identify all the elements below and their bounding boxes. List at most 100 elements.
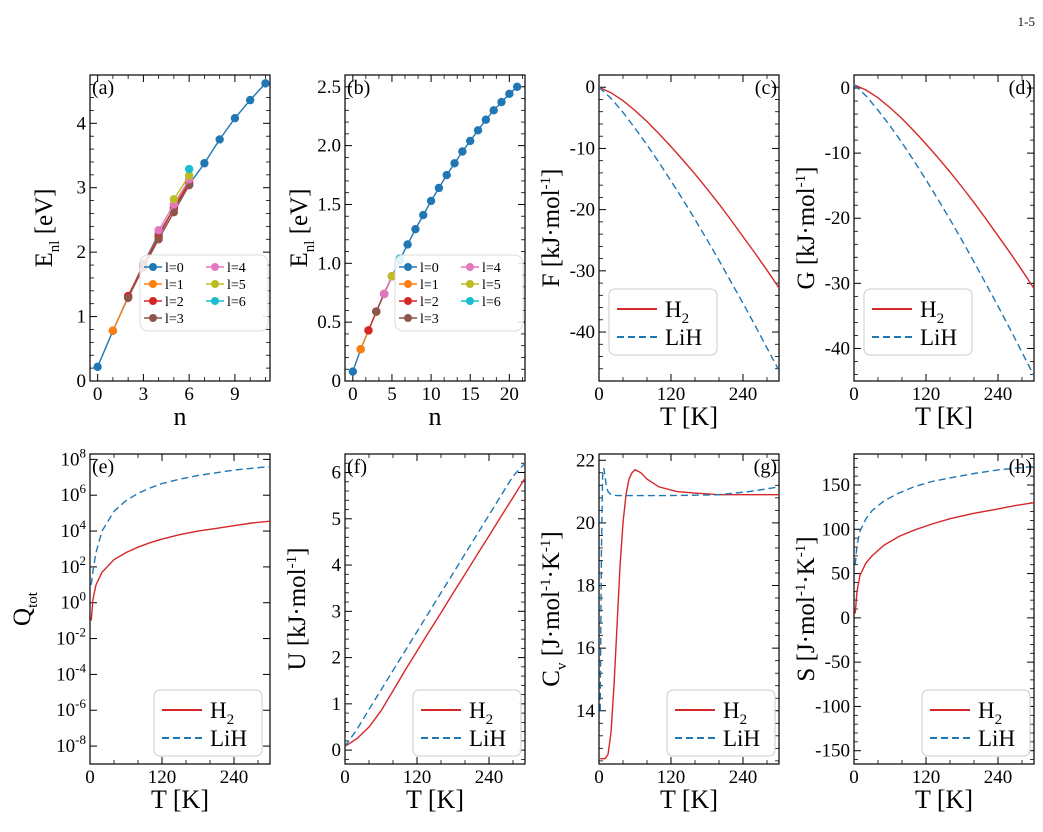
panel-label: (d) (1009, 77, 1032, 99)
y-axis-label: Qtot (9, 591, 41, 626)
x-axis-label: T [K] (915, 402, 973, 431)
x-axis-label: n (174, 402, 187, 431)
legend-swatch-marker (211, 280, 219, 288)
panel-label: (c) (755, 77, 777, 99)
plot-frame (89, 453, 271, 765)
panel-b: 0 5 10 15 20 0 0.5 1.0 1.5 2.0 2.5 (b) n Enl [eV] l=0 l… (286, 74, 526, 431)
y-tick-label: 2 (77, 242, 87, 263)
x-tick-label: 0 (849, 384, 859, 405)
data-point-l0 (411, 224, 420, 234)
x-tick-label: 240 (729, 767, 758, 788)
y-tick-label: -50 (825, 652, 850, 673)
y-tick-label: 10-8 (56, 732, 86, 757)
data-point-l0 (215, 135, 224, 144)
data-point-l3 (154, 235, 163, 244)
legend-label: l=6 (227, 295, 246, 310)
legend-swatch-marker (466, 280, 474, 288)
data-point-l0 (426, 196, 436, 206)
x-tick-label: 3 (139, 384, 149, 405)
x-axis-label: n (429, 402, 442, 431)
legend-label: l=4 (227, 261, 246, 276)
y-tick-label: 104 (61, 517, 87, 542)
data-point-l0 (348, 367, 358, 376)
y-axis-label: Cv [J·mol-1·K-1] (538, 531, 570, 686)
y-tick-label: 50 (831, 564, 850, 585)
series-line-H2 (599, 86, 779, 289)
legend-box (153, 689, 263, 757)
legend-box (394, 254, 524, 332)
series-line-H2 (854, 84, 1034, 289)
series-line-H2 (854, 502, 1034, 614)
y-tick-label: 16 (576, 638, 595, 659)
legend-label-H2: H2 (665, 297, 689, 327)
legend-label: l=0 (420, 261, 439, 276)
data-point-l0 (200, 159, 209, 168)
y-tick-label: -10 (825, 143, 850, 164)
x-tick-label: 120 (148, 767, 177, 788)
legend-label-LiH: LiH (469, 726, 506, 751)
panel-label: (e) (92, 456, 114, 478)
y-axis-label: G [kJ·mol-1] (793, 167, 820, 290)
data-point-l0 (419, 210, 428, 220)
y-tick-label: 20 (576, 513, 595, 534)
plot-area (345, 462, 525, 747)
y-tick-label: 18 (576, 576, 595, 597)
x-tick-label: 9 (230, 384, 240, 405)
x-tick-label: 10 (422, 384, 441, 405)
legend-swatch-marker (211, 297, 219, 305)
x-tick-label: 120 (657, 384, 686, 405)
legend-swatch-marker (149, 297, 157, 305)
plot-frame (853, 74, 1035, 382)
y-tick-label: 1.0 (317, 253, 341, 274)
x-axis-label: T [K] (151, 785, 209, 814)
y-tick-label: 106 (61, 481, 87, 506)
y-tick-label: 1.5 (317, 194, 341, 215)
legend-swatch-marker (466, 263, 474, 271)
x-tick-label: 120 (403, 767, 432, 788)
panel-label: (g) (754, 456, 777, 478)
plot-frame (598, 453, 780, 765)
data-point-l5 (169, 195, 179, 204)
panel-g: 0 120 240 14 16 18 20 22 (g) T [K] Cv [J·mol-1·K-1… (538, 450, 780, 814)
legend-swatch-marker (149, 263, 157, 271)
series-line-LiH (90, 465, 270, 585)
legend-label: l=2 (165, 295, 184, 310)
y-tick-label: 3 (77, 178, 87, 199)
x-tick-label: 5 (387, 384, 397, 405)
panel-h: 0 120 240 150 100 50 0 -50 -100 -150 (h) T [K] S [J·… (793, 453, 1035, 814)
y-tick-label: 108 (61, 445, 87, 470)
data-point-l0 (497, 97, 506, 107)
plot-frame (598, 74, 780, 382)
data-point-l3 (372, 307, 381, 316)
x-tick-label: 240 (220, 767, 249, 788)
x-tick-label: 120 (912, 767, 941, 788)
y-axis-label: S [J·mol-1·K-1] (793, 536, 820, 681)
legend-label: l=5 (227, 278, 246, 293)
y-tick-label: -150 (815, 741, 850, 762)
y-axis-label: F [kJ·mol-1] (538, 169, 565, 288)
y-tick-label: 14 (576, 701, 596, 722)
data-point-l3 (123, 293, 133, 303)
plot-frame (344, 453, 526, 765)
panel-label: (b) (347, 77, 370, 99)
x-tick-label: 15 (461, 384, 480, 405)
legend-label-H2: H2 (469, 698, 493, 728)
legend-label: l=6 (482, 295, 501, 310)
legend-swatch-marker (404, 280, 412, 288)
y-tick-label: 10-4 (56, 660, 86, 685)
x-tick-label: 0 (594, 767, 604, 788)
legend-label-H2: H2 (210, 698, 234, 728)
data-point-l5 (184, 171, 194, 180)
y-tick-label: 22 (576, 450, 595, 471)
data-point-l0 (473, 126, 483, 135)
legend-label: l=5 (482, 278, 501, 293)
legend-swatch-marker (466, 297, 474, 305)
legend-box (921, 689, 1031, 757)
series-line-H2 (90, 520, 270, 621)
legend-label: l=1 (165, 278, 184, 293)
y-tick-label: 4 (77, 113, 87, 134)
x-tick-label: 120 (912, 384, 941, 405)
x-tick-label: 0 (849, 767, 859, 788)
y-axis-label: Enl [eV] (31, 188, 63, 267)
